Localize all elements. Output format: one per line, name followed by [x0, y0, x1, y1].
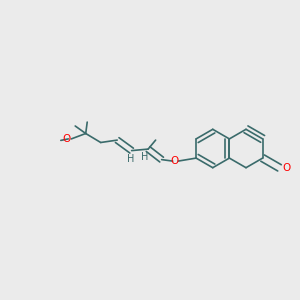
Text: O: O — [282, 163, 290, 173]
Text: H: H — [141, 152, 149, 163]
Text: O: O — [170, 156, 178, 166]
Text: H: H — [127, 154, 135, 164]
Text: O: O — [62, 134, 70, 145]
